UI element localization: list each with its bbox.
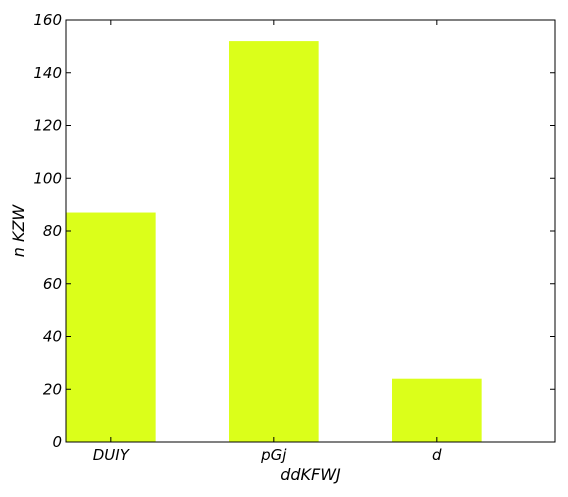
bars-layer [66,41,482,442]
bar-duiy [66,212,156,442]
plot-frame [65,19,556,443]
bar-d [392,378,482,442]
x-tick-label: pGj [260,446,287,464]
y-tick-label: 100 [33,169,62,187]
x-tick-label: d [432,446,442,464]
x-tick-label: DUIY [93,446,131,464]
x-axis-label: ddKFWJ [280,465,341,484]
y-tick-label: 0 [52,433,62,451]
tick-labels-layer: DUIY pGj d 0 20 40 60 80 100 120 140 160 [33,11,442,464]
bar-pgj [229,41,319,442]
y-tick-label: 160 [33,11,62,29]
y-tick-label: 140 [33,64,62,82]
y-tick-label: 80 [43,222,62,240]
y-tick-label: 20 [43,380,62,398]
y-tick-label: 40 [43,328,62,346]
y-tick-label: 120 [33,117,62,135]
y-axis-label: n KZW [9,204,28,258]
y-tick-label: 60 [43,275,62,293]
